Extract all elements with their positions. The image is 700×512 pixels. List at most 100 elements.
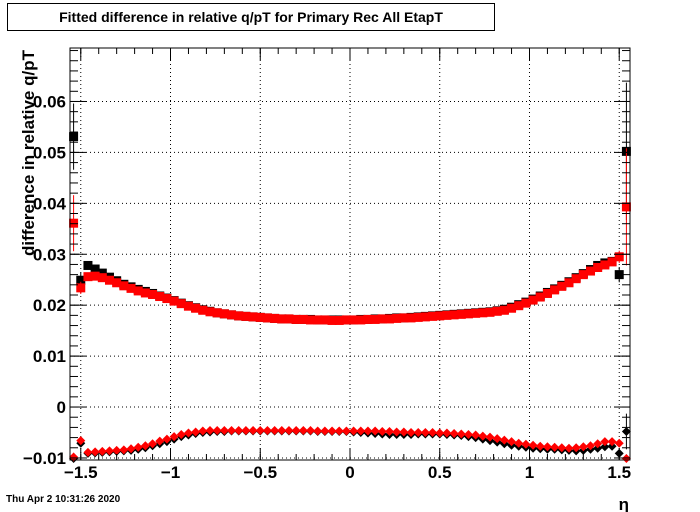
grid: [70, 48, 630, 460]
square-marker: [363, 314, 373, 324]
square-marker: [126, 283, 136, 293]
diamond-marker: [384, 426, 394, 436]
square-marker: [298, 314, 308, 324]
square-marker: [76, 283, 86, 293]
square-marker: [234, 311, 244, 321]
diamond-marker: [428, 427, 438, 437]
diamond-marker: [456, 429, 466, 439]
square-marker: [413, 312, 423, 322]
square-marker: [521, 298, 531, 308]
diamond-marker: [363, 426, 373, 436]
square-marker: [90, 271, 100, 281]
diamond-marker: [341, 426, 351, 436]
diamond-marker: [557, 443, 567, 453]
diamond-marker: [463, 430, 473, 440]
square-marker: [456, 309, 466, 319]
square-marker: [291, 314, 301, 324]
diamond-marker: [169, 432, 179, 442]
square-marker: [183, 301, 193, 311]
y-tick-label: 0.01: [33, 347, 66, 366]
diamond-marker: [248, 425, 258, 435]
square-marker: [542, 288, 552, 298]
chart-title-box: Fitted difference in relative q/pT for P…: [7, 3, 495, 31]
diamond-marker: [112, 445, 122, 455]
square-marker: [571, 274, 581, 284]
y-tick-label: −0.01: [23, 449, 66, 468]
diamond-marker: [198, 426, 208, 436]
square-marker: [219, 309, 229, 319]
square-marker: [507, 303, 517, 313]
diamond-marker: [406, 427, 416, 437]
diamond-marker: [349, 426, 359, 436]
diamond-marker: [284, 425, 294, 435]
diamond-marker: [133, 442, 143, 452]
square-marker: [69, 132, 79, 142]
square-marker: [320, 315, 330, 325]
diamond-marker: [614, 438, 624, 448]
square-marker: [370, 314, 380, 324]
diamond-marker: [270, 425, 280, 435]
diamond-marker: [227, 425, 237, 435]
square-marker: [104, 275, 114, 285]
diamond-marker: [420, 427, 430, 437]
diamond-marker: [621, 426, 631, 436]
square-marker: [140, 288, 150, 298]
diamond-marker: [97, 446, 107, 456]
square-marker: [471, 308, 481, 318]
square-marker: [227, 310, 237, 320]
y-tick-label: 0.04: [33, 194, 67, 213]
square-marker: [492, 306, 502, 316]
square-marker: [241, 311, 251, 321]
diamond-marker: [212, 425, 222, 435]
diamond-marker: [377, 426, 387, 436]
diamond-marker: [306, 425, 316, 435]
square-marker: [69, 218, 79, 228]
diamond-marker: [478, 431, 488, 441]
square-marker: [83, 272, 93, 282]
series-3: [69, 425, 631, 463]
square-marker: [205, 307, 215, 317]
diamond-marker: [550, 442, 560, 452]
x-tick-label: 0: [345, 463, 354, 482]
diamond-marker: [492, 434, 502, 444]
y-tick-label: 0.05: [33, 143, 66, 162]
diamond-marker: [183, 428, 193, 438]
x-tick-label: −0.5: [243, 463, 277, 482]
diamond-marker: [578, 442, 588, 452]
diamond-marker: [607, 437, 617, 447]
square-marker: [478, 308, 488, 318]
x-tick-label: 1: [525, 463, 534, 482]
square-marker: [341, 315, 351, 325]
square-marker: [607, 257, 617, 267]
square-marker: [90, 264, 100, 274]
diamond-marker: [334, 426, 344, 436]
diamond-marker: [255, 425, 265, 435]
square-marker: [528, 295, 538, 305]
diamond-marker: [291, 425, 301, 435]
square-marker: [406, 313, 416, 323]
chart-title: Fitted difference in relative q/pT for P…: [59, 9, 443, 25]
diamond-marker: [327, 426, 337, 436]
diamond-marker: [528, 440, 538, 450]
diamond-marker: [119, 445, 129, 455]
diamond-marker: [593, 439, 603, 449]
square-marker: [198, 305, 208, 315]
diamond-marker: [442, 428, 452, 438]
square-marker: [97, 268, 107, 278]
square-marker: [334, 315, 344, 325]
diamond-marker: [277, 425, 287, 435]
square-marker: [384, 314, 394, 324]
square-marker: [557, 281, 567, 291]
diamond-marker: [535, 441, 545, 451]
square-marker: [621, 202, 631, 212]
square-marker: [76, 275, 86, 285]
diamond-marker: [140, 441, 150, 451]
diamond-marker: [593, 443, 603, 453]
diamond-marker: [449, 429, 459, 439]
diamond-marker: [413, 427, 423, 437]
square-marker: [313, 315, 323, 325]
y-tick-label: 0.02: [33, 296, 66, 315]
square-marker: [277, 314, 287, 324]
diamond-marker: [435, 428, 445, 438]
